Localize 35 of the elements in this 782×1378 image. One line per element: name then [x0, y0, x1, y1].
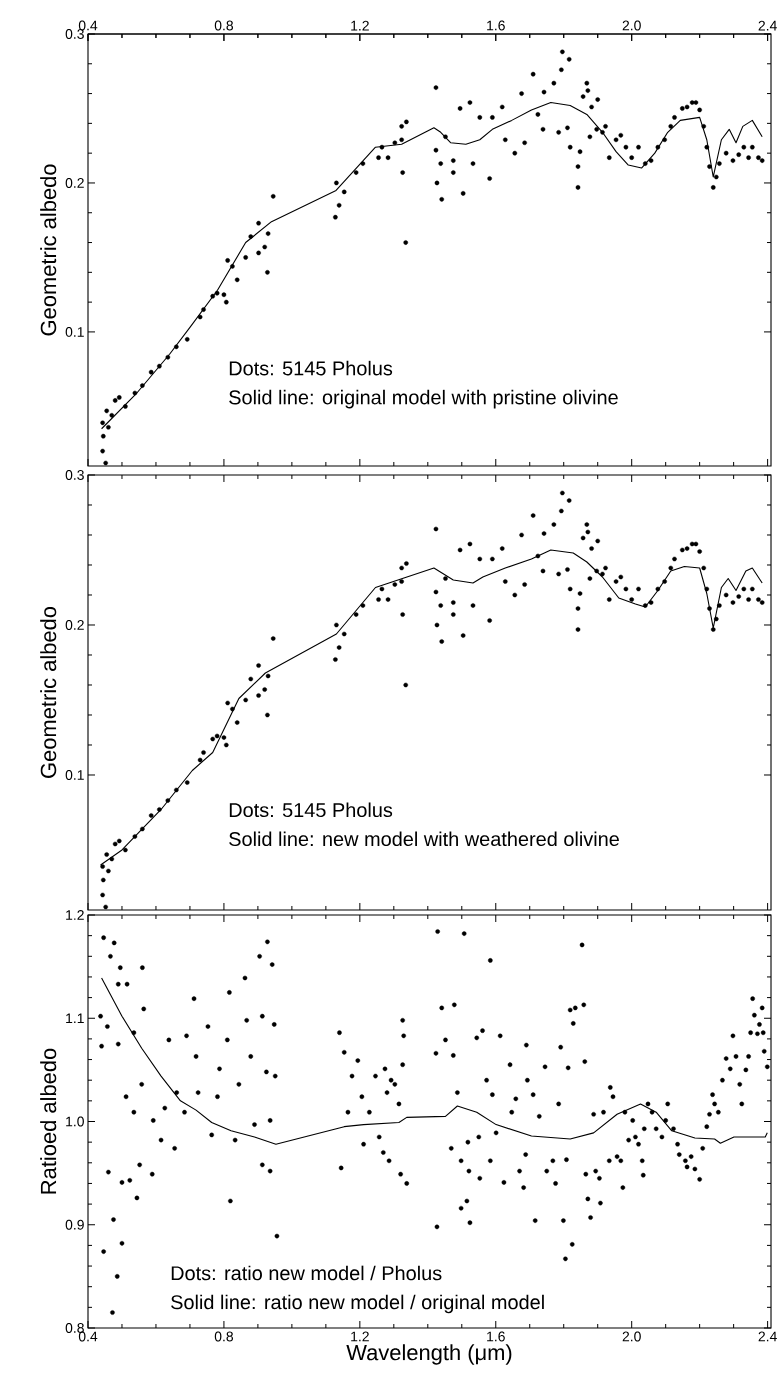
- annotation: Dots: 5145 Pholus: [229, 360, 393, 376]
- y-tick-label: 0.3: [65, 29, 84, 39]
- y-axis-title: Geometric albedo: [40, 164, 57, 336]
- annotation: Solid line: new model with weathered olivine: [229, 831, 619, 847]
- y-tick-label: 0.1: [65, 326, 84, 337]
- y-tick-label: 1.1: [66, 1013, 84, 1024]
- y-axis-title: Ratioed albedo: [40, 1048, 57, 1194]
- annotation: Solid line: original model with pristine olivine: [229, 389, 618, 409]
- y-tick-label: 0.2: [65, 178, 84, 188]
- y-tick-label: 1.2: [66, 910, 84, 920]
- annotation: Solid line: ratio new model / original model: [171, 1294, 544, 1314]
- annotation: Dots: 5145 Pholus: [229, 802, 393, 818]
- y-tick-label: 0.1: [65, 770, 84, 780]
- x2-tick-label: 2.4: [758, 20, 777, 31]
- annotation: Dots: ratio new model / Pholus: [171, 1265, 442, 1281]
- line-series: [101, 977, 768, 1145]
- line-series: [101, 101, 763, 430]
- y-axis-title: Geometric albedo: [40, 606, 57, 778]
- x-axis-title: Wavelength (μm): [346, 1344, 512, 1365]
- y-tick-label: 0.8: [65, 1323, 84, 1333]
- x-tick-label: 2.4: [758, 1331, 777, 1342]
- y-tick-label: 0.3: [65, 470, 84, 480]
- y-tick-label: 0.9: [65, 1219, 84, 1230]
- x-tick-label: 1.2: [351, 1331, 369, 1342]
- y-tick-label: 0.2: [65, 620, 84, 630]
- y-tick-label: 1.0: [66, 1116, 84, 1127]
- x-tick-label: 2.0: [622, 1331, 641, 1342]
- x-tick-label: 1.6: [487, 1331, 505, 1342]
- x2-tick-label: 2.0: [622, 20, 641, 31]
- x2-tick-label: 0.8: [214, 20, 234, 31]
- x-tick-label: 0.4: [78, 1331, 98, 1342]
- x2-tick-label: 1.6: [487, 20, 505, 31]
- x-tick-label: 0.8: [214, 1331, 234, 1342]
- x2-tick-label: 1.2: [351, 20, 369, 31]
- x2-tick-label: 0.4: [78, 20, 98, 31]
